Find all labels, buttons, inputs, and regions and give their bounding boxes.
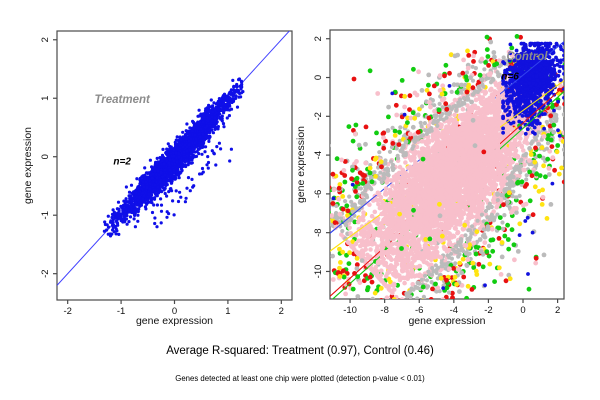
treatment-x-axis-label: gene expression bbox=[136, 315, 213, 327]
treatment-x-tick-label: -2 bbox=[63, 306, 71, 317]
treatment-x-tick-label: 2 bbox=[279, 306, 284, 317]
control-y-axis-label: gene expression bbox=[295, 126, 307, 203]
control-x-tick-label: -8 bbox=[380, 305, 388, 316]
control-blue-cluster bbox=[330, 41, 564, 290]
treatment-n-label: n=2 bbox=[113, 156, 131, 167]
treatment-scatter-points bbox=[102, 77, 245, 238]
control-x-tick-label: -6 bbox=[415, 305, 423, 316]
control-annotation: Control bbox=[507, 51, 549, 63]
control-plot-area bbox=[330, 34, 564, 299]
treatment-plot-area bbox=[57, 31, 291, 286]
control-axes: -10 -8 -6 -4 -2 0 2 2 0 -2 -4 -6 -8 -10 bbox=[313, 29, 565, 316]
treatment-y-tick-label: -1 bbox=[40, 211, 51, 219]
treatment-y-axis-label: gene expression bbox=[22, 127, 34, 204]
control-x-tick-label: -10 bbox=[343, 305, 357, 316]
treatment-axes: -2 -1 0 1 2 2 1 0 -1 -2 bbox=[40, 30, 293, 317]
control-y-tick-label: -4 bbox=[313, 151, 324, 159]
control-x-tick-label: -4 bbox=[450, 305, 458, 316]
plot-text-labels: gene expression gene expression Treatmen… bbox=[22, 51, 548, 327]
treatment-x-tick-label: 1 bbox=[225, 306, 230, 317]
control-y-tick-label: -6 bbox=[313, 190, 324, 198]
control-y-tick-label: -8 bbox=[313, 228, 324, 236]
control-n-label: n=6 bbox=[501, 71, 519, 82]
control-x-tick-label: -2 bbox=[484, 305, 492, 316]
treatment-y-tick-label: 0 bbox=[40, 154, 51, 159]
control-colored-scatter-over bbox=[330, 34, 564, 299]
control-x-axis-label: gene expression bbox=[408, 315, 485, 327]
control-x-tick-label: 2 bbox=[555, 305, 560, 316]
treatment-x-tick-label: -1 bbox=[117, 306, 125, 317]
control-y-tick-label: 2 bbox=[313, 36, 324, 41]
treatment-annotation: Treatment bbox=[94, 94, 151, 106]
control-y-tick-label: 0 bbox=[313, 75, 324, 80]
control-y-tick-label: -10 bbox=[313, 265, 324, 279]
treatment-y-tick-label: -2 bbox=[40, 269, 51, 277]
plot-note-caption: Genes detected at least one chip were pl… bbox=[175, 374, 425, 383]
control-y-tick-label: -2 bbox=[313, 112, 324, 120]
treatment-y-tick-label: 1 bbox=[40, 96, 51, 101]
control-x-tick-label: 0 bbox=[520, 305, 525, 316]
treatment-y-tick-label: 2 bbox=[40, 37, 51, 42]
r-squared-caption: Average R-squared: Treatment (0.97), Con… bbox=[166, 345, 434, 357]
treatment-x-tick-label: 0 bbox=[172, 306, 177, 317]
